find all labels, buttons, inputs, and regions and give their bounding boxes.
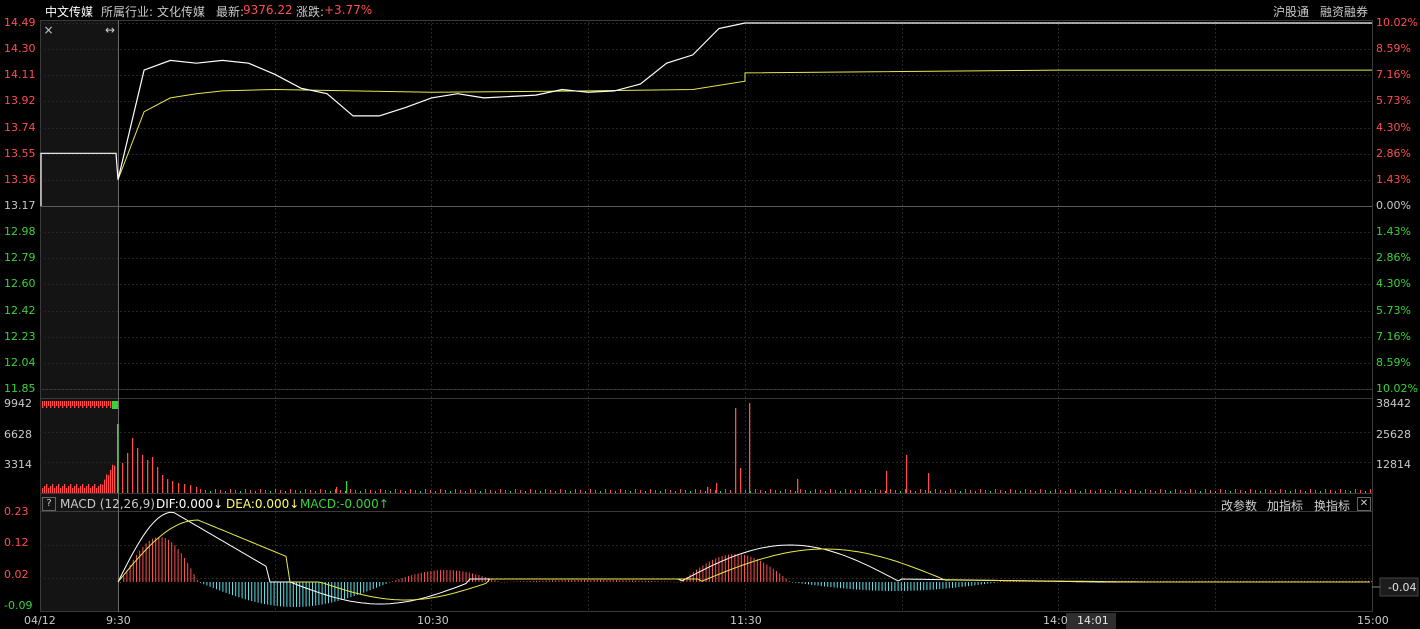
macd-title: MACD (12,26,9) [60,497,155,511]
price-left-tick: 13.55 [4,146,36,160]
price-left-tick: 12.42 [4,303,36,317]
cursor-time: 14:01 [1077,614,1109,627]
top-bar: 中文传媒 所属行业: 文化传媒 最新: 9376.22 涨跌: +3.77% 沪… [0,0,1420,20]
macd-left-tick: 0.12 [4,536,29,550]
price-right-tick: 1.43% [1376,172,1411,186]
price-left-tick: 12.23 [4,329,36,343]
price-right-tick: 7.16% [1376,68,1411,82]
average-price-line [117,69,1372,180]
macd-left-tick: -0.09 [4,598,33,612]
change-value: +3.77% [324,3,373,17]
link-hk-connect[interactable]: 沪股通 [1273,5,1310,19]
macd-value: MACD:-0.000↑ [300,497,389,511]
close-macd-button[interactable]: ✕ [1357,497,1371,511]
dea-line [117,519,1370,601]
edit-params-button[interactable]: 改参数 [1221,499,1258,513]
price-right-tick: 5.73% [1376,94,1411,108]
time-label-1130: 11:30 [730,614,762,627]
industry-label: 所属行业: [101,5,154,19]
price-right-tick: 10.02% [1376,382,1418,395]
price-right-tick: 4.30% [1376,277,1411,291]
price-right-tick: 2.86% [1376,251,1411,265]
price-line [40,22,1372,206]
price-right-tick: 7.16% [1376,329,1411,343]
vol-left-tick: 6628 [4,427,32,441]
vol-right-tick: 25628 [1376,427,1411,441]
stock-name[interactable]: 中文传媒 [45,5,94,19]
time-label-1400: 14:0 [1043,614,1068,627]
macd-current-value: -0.04 [1388,581,1417,594]
panel-frames [40,20,1373,612]
price-left-tick: 13.74 [4,120,36,134]
time-label-date: 04/12 [24,614,56,627]
price-right-tick: 4.30% [1376,120,1411,134]
price-right-tick: 5.73% [1376,303,1411,317]
price-left-tick: 12.04 [4,355,36,369]
price-left-tick: 13.36 [4,172,36,186]
price-right-tick: 8.59% [1376,355,1411,369]
industry-name[interactable]: 文化传媒 [157,5,206,19]
add-indicator-button[interactable]: 加指标 [1267,499,1304,513]
macd-dif: DIF:0.000↓ [156,497,224,511]
price-left-tick: 12.60 [4,277,36,291]
time-label-1030: 10:30 [417,614,449,627]
price-left-tick: 14.30 [4,42,36,56]
price-right-tick: 8.59% [1376,42,1411,56]
vol-right-tick: 12814 [1376,458,1411,471]
price-right-tick: 2.86% [1376,146,1411,160]
time-label-1500: 15:00 [1357,614,1389,627]
price-right-tick: 10.02% [1376,16,1418,29]
price-left-tick: 13.17 [4,199,36,212]
close-icon[interactable]: × [43,23,54,37]
macd-dea: DEA:0.000↓ [226,497,300,511]
time-label-0930: 9:30 [106,614,131,627]
premarket-shade [40,20,118,612]
vol-right-tick: 38442 [1376,397,1411,410]
price-left-tick: 14.11 [4,68,36,82]
price-left-tick: 13.92 [4,94,36,108]
latest-value: 9376.22 [243,3,293,17]
vol-left-tick: 9942 [4,397,32,410]
change-label: 涨跌: [296,5,325,19]
grid-lines [40,20,1372,612]
price-left-tick: 12.98 [4,225,36,239]
vol-left-tick: 3314 [4,458,32,471]
macd-left-tick: 0.23 [4,505,29,518]
price-left-tick: 11.85 [4,382,36,395]
price-left-tick: 14.49 [4,16,36,29]
volume-bars [42,401,1371,493]
price-left-tick: 12.79 [4,251,36,265]
macd-histogram [120,537,1373,607]
latest-label: 最新: [216,5,245,19]
switch-indicator-button[interactable]: 换指标 [1314,499,1351,513]
cursor-time-box [1066,613,1116,629]
price-right-tick: 1.43% [1376,225,1411,239]
expand-arrows-icon[interactable]: ↔ [104,23,116,37]
macd-left-tick: 0.02 [4,567,29,581]
link-margin-trading[interactable]: 融资融券 [1320,5,1369,19]
help-button[interactable]: ? [42,497,56,511]
price-right-tick: 0.00% [1376,199,1411,212]
